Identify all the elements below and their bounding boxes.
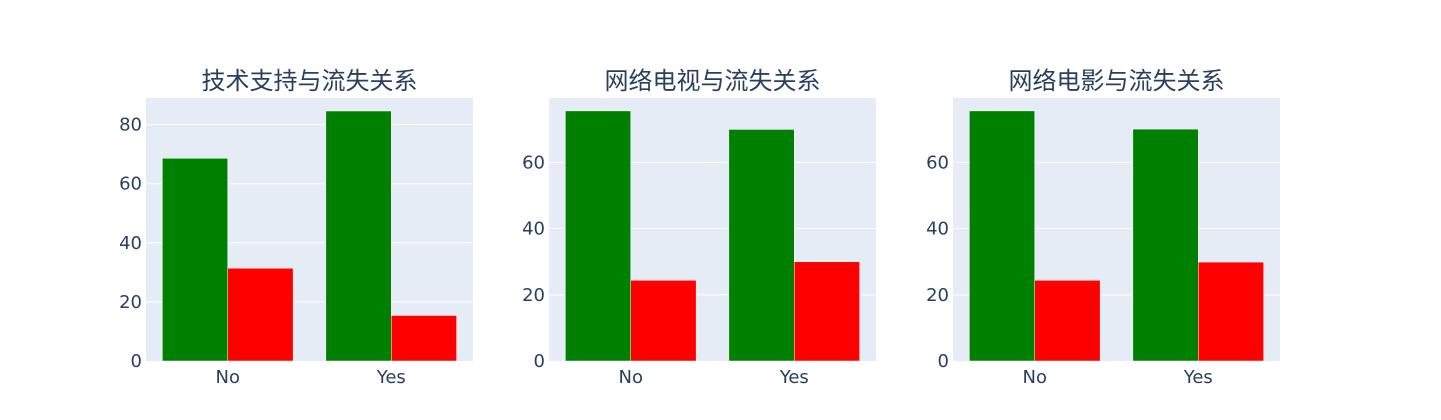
red-bar-no (630, 280, 697, 362)
subplot-title: 技术支持与流失关系 (202, 67, 418, 95)
x-axis-ticks: No Yes (216, 367, 406, 388)
red-bar-no (227, 267, 294, 362)
green-bar-yes (325, 110, 392, 362)
y-axis-ticks: 0 20 40 60 (926, 153, 949, 372)
x-tick-label: Yes (1183, 367, 1213, 388)
y-tick-label: 60 (926, 153, 949, 174)
y-tick-label: 40 (926, 219, 949, 240)
x-tick-label: No (619, 367, 643, 388)
y-tick-label: 80 (119, 115, 142, 136)
subplot-internet-tv: 0 20 40 60 No Yes 网络电视与流失关系 (522, 67, 876, 388)
subplot-tech-support: 0 20 40 60 80 No Yes 技术支持与流失关系 (119, 67, 473, 388)
x-axis-ticks: No Yes (1023, 367, 1213, 388)
y-tick-label: 0 (534, 351, 545, 372)
x-axis-ticks: No Yes (619, 367, 809, 388)
green-bar-no (565, 110, 631, 362)
y-tick-label: 40 (119, 233, 142, 254)
green-bar-yes (728, 129, 795, 362)
bars (565, 110, 860, 362)
bars (162, 110, 457, 362)
x-tick-label: Yes (779, 367, 809, 388)
red-bar-yes (1198, 261, 1264, 362)
bars (969, 110, 1264, 362)
green-bar-no (969, 110, 1035, 362)
x-tick-label: No (1023, 367, 1047, 388)
y-tick-label: 60 (119, 174, 142, 195)
red-bar-no (1034, 280, 1101, 362)
red-bar-yes (794, 261, 860, 362)
green-bar-no (162, 158, 229, 362)
subplot-internet-movies: 0 20 40 60 No Yes 网络电影与流失关系 (926, 67, 1280, 388)
x-tick-label: Yes (376, 367, 406, 388)
x-tick-label: No (216, 367, 240, 388)
y-tick-label: 60 (522, 153, 545, 174)
y-tick-label: 20 (522, 285, 545, 306)
y-axis-ticks: 0 20 40 60 (522, 153, 545, 372)
y-tick-label: 0 (131, 351, 142, 372)
subplot-title: 网络电影与流失关系 (1009, 67, 1225, 95)
green-bar-yes (1132, 128, 1199, 362)
y-axis-ticks: 0 20 40 60 80 (119, 115, 142, 372)
y-tick-label: 20 (119, 292, 142, 313)
y-tick-label: 20 (926, 285, 949, 306)
subplot-title: 网络电视与流失关系 (605, 67, 821, 95)
y-tick-label: 40 (522, 219, 545, 240)
y-tick-label: 0 (938, 351, 949, 372)
red-bar-yes (391, 315, 457, 362)
